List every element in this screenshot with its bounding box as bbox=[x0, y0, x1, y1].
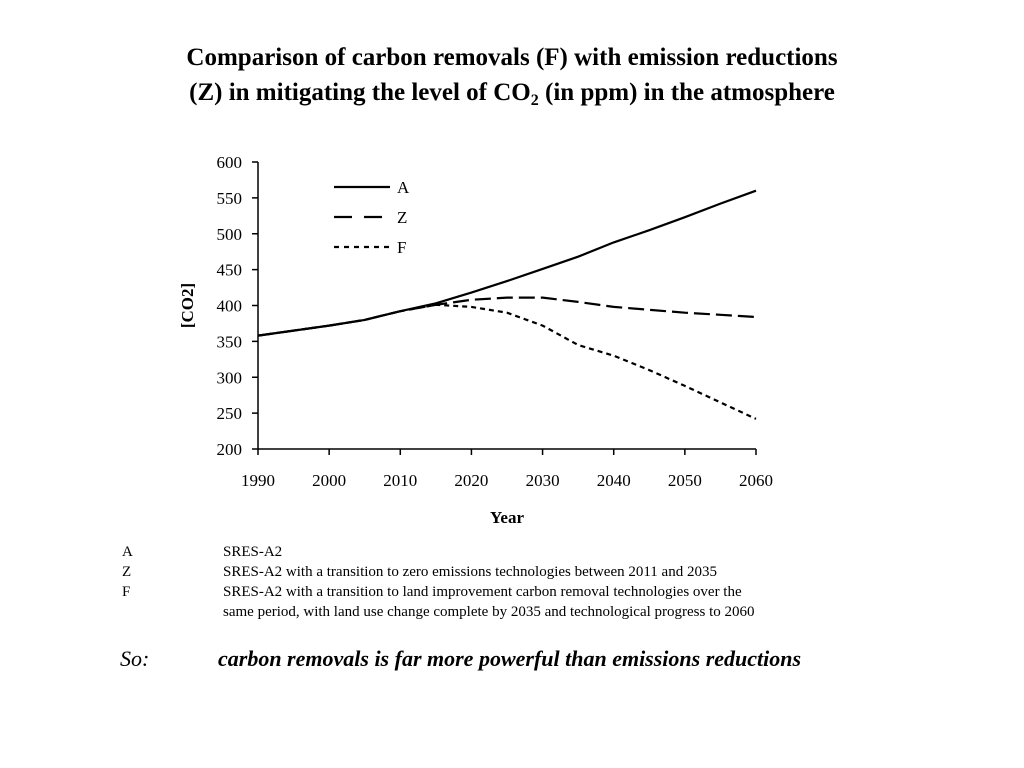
x-tick-label: 2020 bbox=[454, 471, 488, 490]
series-notes: A SRES-A2 Z SRES-A2 with a transition to… bbox=[122, 542, 882, 622]
note-text-line-2: same period, with land use change comple… bbox=[223, 604, 755, 620]
title-line-2: (Z) in mitigating the level of CO2 (in p… bbox=[0, 75, 1024, 118]
legend-label-z: Z bbox=[397, 208, 407, 227]
y-tick-label: 550 bbox=[217, 189, 243, 208]
x-axis-label: Year bbox=[490, 508, 524, 527]
note-text: SRES-A2 bbox=[223, 544, 283, 560]
title-line-2-end: (in ppm) in the atmosphere bbox=[538, 79, 835, 106]
y-tick-label: 350 bbox=[217, 332, 243, 351]
conclusion-text: carbon removals is far more powerful tha… bbox=[218, 646, 802, 671]
conclusion-label: So: bbox=[120, 646, 150, 671]
note-key: F bbox=[122, 584, 131, 600]
co2-line-chart: 200 250 300 350 400 450 500 550 600 1990 2000 2010 2… bbox=[178, 153, 773, 527]
note-text-line-1: SRES-A2 with a transition to land improv… bbox=[223, 584, 742, 600]
series-line-z bbox=[257, 296, 757, 337]
y-tick-label: 300 bbox=[217, 368, 243, 387]
legend-label-f: F bbox=[397, 238, 406, 257]
note-row-f: F SRES-A2 with a transition to land impr… bbox=[122, 582, 882, 622]
note-text: SRES-A2 with a transition to land improv… bbox=[223, 582, 863, 622]
note-text: SRES-A2 with a transition to zero emissi… bbox=[223, 564, 717, 580]
y-tick-label: 600 bbox=[217, 153, 243, 172]
series-line-f bbox=[257, 303, 757, 420]
y-tick-label: 450 bbox=[217, 261, 243, 280]
x-tick-label: 2060 bbox=[739, 471, 773, 490]
x-tick-label: 2050 bbox=[668, 471, 702, 490]
chart-title: Comparison of carbon removals (F) with e… bbox=[0, 40, 1024, 118]
y-tick-label: 400 bbox=[217, 297, 243, 316]
x-tick-label: 2010 bbox=[383, 471, 417, 490]
legend-label-a: A bbox=[397, 178, 410, 197]
y-tick-label: 500 bbox=[217, 225, 243, 244]
y-axis-label: [CO2] bbox=[178, 283, 197, 328]
x-tick-label: 1990 bbox=[241, 471, 275, 490]
note-row-z: Z SRES-A2 with a transition to zero emis… bbox=[122, 562, 882, 582]
note-key: Z bbox=[122, 564, 132, 580]
y-tick-label: 200 bbox=[217, 440, 243, 459]
x-tick-label: 2030 bbox=[526, 471, 560, 490]
note-row-a: A SRES-A2 bbox=[122, 542, 882, 562]
title-line-1: Comparison of carbon removals (F) with e… bbox=[186, 44, 838, 71]
title-line-2-start: (Z) in mitigating the level of CO bbox=[189, 79, 531, 106]
note-key: A bbox=[122, 544, 133, 560]
title-subscript: 2 bbox=[530, 92, 539, 109]
x-tick-label: 2000 bbox=[312, 471, 346, 490]
y-tick-label: 250 bbox=[217, 404, 243, 423]
x-tick-label: 2040 bbox=[597, 471, 631, 490]
